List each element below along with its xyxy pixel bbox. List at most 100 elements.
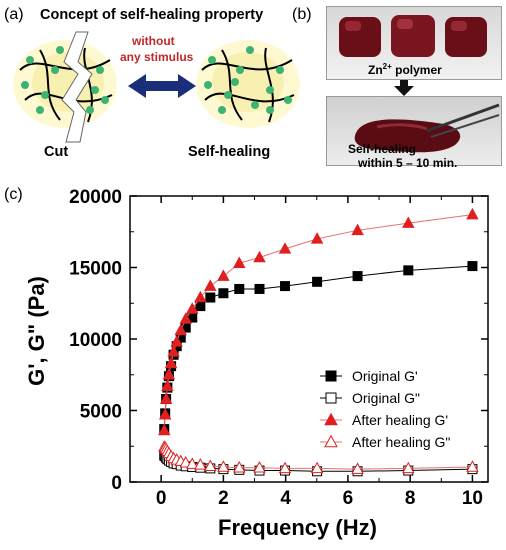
double-arrow-icon xyxy=(128,74,196,98)
data-point-series-3 xyxy=(310,461,324,474)
green-dot xyxy=(56,46,64,54)
green-dot xyxy=(276,66,284,74)
data-point-series-2 xyxy=(402,216,415,228)
data-point-series-2 xyxy=(310,232,324,244)
data-point-series-2 xyxy=(194,290,207,303)
y-axis-label: G', G" (Pa) xyxy=(23,276,49,386)
data-point-series-2 xyxy=(186,302,199,314)
green-dot xyxy=(236,66,244,74)
panel-a-label: (a) xyxy=(4,6,24,23)
data-point-series-2 xyxy=(164,356,178,369)
data-point-series-0 xyxy=(312,276,323,287)
data-point-series-2 xyxy=(179,312,192,324)
self-healing-photo-caption-1: Self-healing xyxy=(348,142,417,156)
green-dot xyxy=(26,56,34,64)
data-point-series-3 xyxy=(351,462,364,474)
data-point-series-0 xyxy=(280,281,291,292)
data-point-series-3 xyxy=(253,460,266,473)
data-point-series-0 xyxy=(254,283,265,294)
x-tick-label: 10 xyxy=(462,488,483,509)
data-point-series-2 xyxy=(158,423,171,436)
data-point-series-2 xyxy=(159,392,173,404)
polymer-photo-bottom xyxy=(326,96,502,166)
x-tick-label: 2 xyxy=(218,488,229,509)
green-dot xyxy=(91,86,99,94)
legend-marker xyxy=(324,412,338,426)
green-dot xyxy=(51,66,59,74)
green-dot xyxy=(36,106,44,114)
green-dot xyxy=(266,106,274,114)
x-axis-label: Frequency (Hz) xyxy=(218,515,377,540)
legend-label: After healing G' xyxy=(352,412,448,428)
green-dot xyxy=(96,66,104,74)
legend-label: After healing G" xyxy=(352,434,450,450)
data-point-series-0 xyxy=(205,292,216,303)
green-dot xyxy=(101,96,109,104)
data-point-series-0 xyxy=(403,265,414,276)
green-dot xyxy=(231,78,239,86)
green-dot xyxy=(266,86,274,94)
y-tick-label: 10000 xyxy=(69,330,122,351)
y-tick-label: 15000 xyxy=(69,259,122,280)
y-tick-label: 5000 xyxy=(80,402,122,423)
panel-b-label: (b) xyxy=(292,6,312,23)
data-point-series-2 xyxy=(162,368,176,380)
data-point-series-2 xyxy=(158,408,172,420)
healed-gel-image xyxy=(354,103,500,153)
data-point-series-0 xyxy=(218,288,229,299)
green-dot xyxy=(218,106,226,114)
legend-marker xyxy=(324,434,338,448)
data-point-series-0 xyxy=(195,301,206,312)
self-healing-caption: Self-healing xyxy=(188,144,271,160)
data-point-series-2 xyxy=(161,379,174,391)
data-point-series-3 xyxy=(186,457,199,469)
green-dot xyxy=(41,91,49,99)
legend-marker xyxy=(325,370,337,382)
data-point-series-3 xyxy=(204,459,217,472)
panel-c-label: (c) xyxy=(4,186,23,203)
x-tick-label: 8 xyxy=(405,488,416,509)
x-tick-label: 0 xyxy=(156,488,167,509)
data-point-series-3 xyxy=(217,460,230,472)
data-point-series-2 xyxy=(167,345,180,357)
green-dot xyxy=(86,106,94,114)
green-dot xyxy=(284,96,292,104)
legend-marker xyxy=(325,392,337,404)
cut-caption: Cut xyxy=(44,144,69,160)
x-tick-label: 4 xyxy=(280,488,291,509)
data-point-series-2 xyxy=(253,250,266,263)
data-point-series-2 xyxy=(233,256,246,268)
green-dot xyxy=(246,46,254,54)
arrow-text-line2: any stimulus xyxy=(120,50,194,64)
data-point-series-0 xyxy=(234,283,245,294)
zn-polymer-caption: Zn2+ polymer xyxy=(368,62,442,77)
green-dot xyxy=(251,101,259,109)
green-dot xyxy=(204,81,212,89)
data-point-series-2 xyxy=(278,242,292,254)
green-dot xyxy=(208,56,216,64)
self-healing-photo-caption-2: within 5 – 10 min. xyxy=(358,156,458,170)
legend-label: Original G" xyxy=(352,390,420,406)
data-point-series-3 xyxy=(194,458,207,470)
y-tick-label: 0 xyxy=(111,473,122,494)
data-point-series-2 xyxy=(217,269,230,281)
cut-material-illustration xyxy=(13,31,117,143)
panel-a-title: Concept of self-healing property xyxy=(40,7,264,23)
y-tick-label: 20000 xyxy=(69,187,122,208)
data-point-series-2 xyxy=(174,323,187,336)
data-point-series-2 xyxy=(204,279,217,291)
data-point-series-2 xyxy=(170,335,183,347)
green-dot xyxy=(224,91,232,99)
gel-cubes-image xyxy=(339,15,487,57)
data-point-series-2 xyxy=(351,223,364,236)
data-point-series-3 xyxy=(278,461,292,474)
x-tick-label: 6 xyxy=(343,488,354,509)
legend-label: Original G' xyxy=(352,368,418,384)
data-point-series-0 xyxy=(352,271,363,282)
data-point-series-3 xyxy=(402,461,415,474)
series-line-2 xyxy=(163,214,473,431)
arrow-text-line1: without xyxy=(132,34,175,48)
